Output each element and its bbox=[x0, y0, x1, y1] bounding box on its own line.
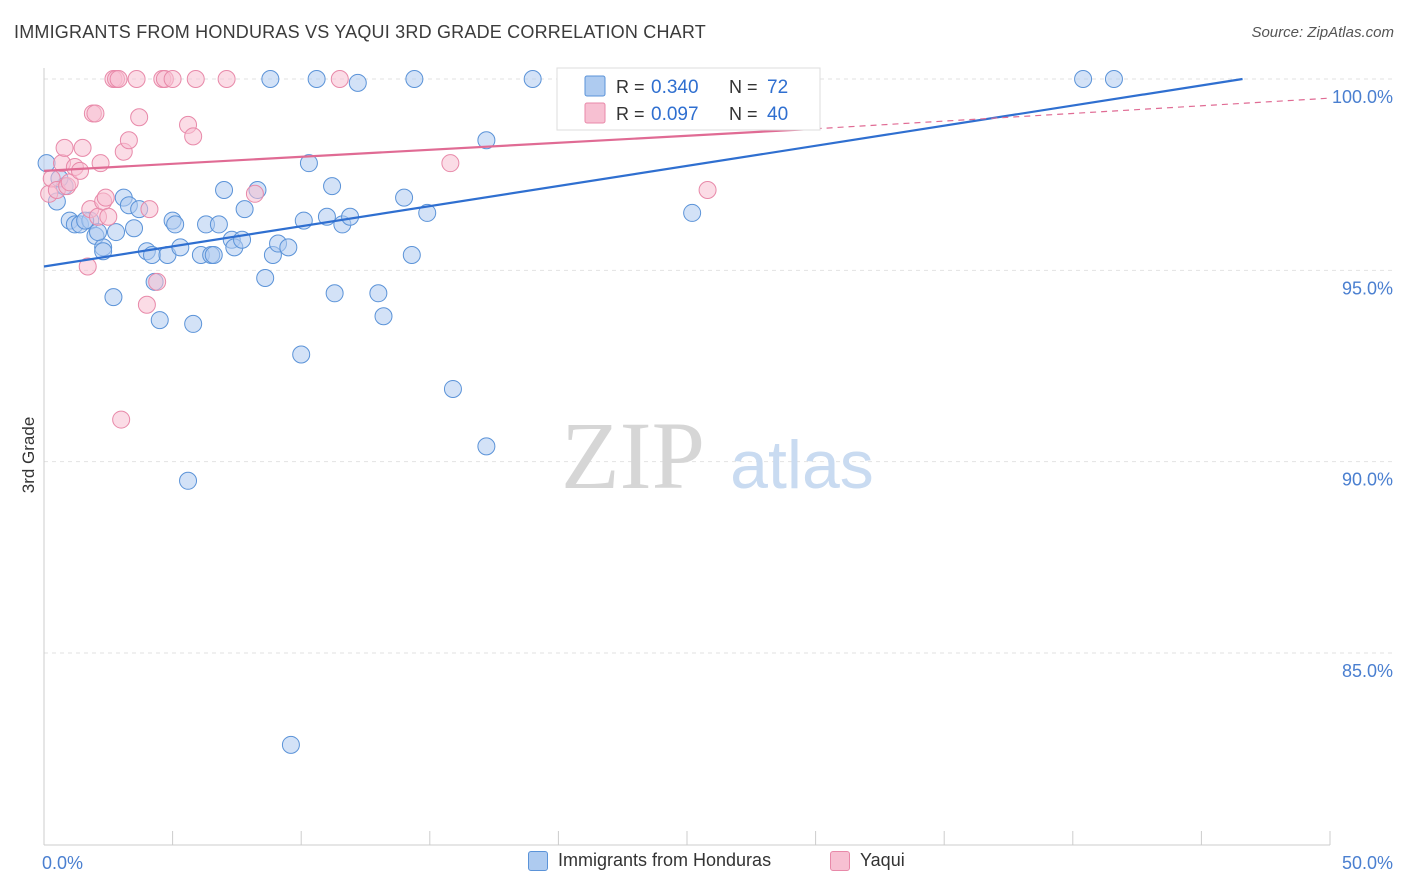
honduras-point bbox=[107, 223, 126, 242]
honduras-point bbox=[261, 70, 280, 88]
honduras-point bbox=[405, 70, 424, 88]
honduras-point bbox=[348, 73, 367, 92]
legend-swatch-yaqui bbox=[584, 102, 606, 124]
honduras-point bbox=[209, 215, 228, 234]
honduras-point bbox=[171, 238, 190, 257]
y-tick-label: 100.0% bbox=[1332, 87, 1393, 107]
yaqui-point bbox=[109, 70, 128, 88]
y-tick-label: 95.0% bbox=[1342, 278, 1393, 298]
honduras-point bbox=[150, 311, 169, 330]
yaqui-point bbox=[698, 180, 717, 199]
yaqui-point bbox=[130, 108, 149, 127]
honduras-point bbox=[104, 288, 123, 307]
honduras-point bbox=[204, 246, 223, 265]
yaqui-point bbox=[184, 127, 203, 146]
honduras-point bbox=[374, 307, 393, 326]
legend-label-yaqui: Yaqui bbox=[860, 850, 905, 870]
yaqui-point bbox=[86, 104, 105, 123]
yaqui-point bbox=[78, 257, 97, 276]
yaqui-trend-extension bbox=[815, 97, 1331, 130]
honduras-point bbox=[307, 70, 326, 88]
yaqui-point bbox=[140, 200, 159, 219]
legend-r-label-yaqui: R = bbox=[616, 104, 645, 124]
x-tick-label: 0.0% bbox=[42, 853, 83, 873]
y-tick-label: 90.0% bbox=[1342, 470, 1393, 490]
stats-legend: R = 0.340 N = 72 R = 0.097 N = 40 bbox=[556, 67, 821, 131]
honduras-point bbox=[179, 471, 198, 490]
legend-r-value-yaqui: 0.097 bbox=[651, 104, 699, 125]
honduras-point bbox=[418, 203, 437, 222]
yaqui-point bbox=[71, 161, 90, 180]
yaqui-point bbox=[330, 70, 349, 88]
legend-n-label-honduras: N = bbox=[729, 77, 758, 97]
yaqui-point bbox=[96, 188, 115, 207]
source-credit: Source: ZipAtlas.com bbox=[1251, 24, 1394, 41]
honduras-point bbox=[235, 200, 254, 219]
legend-label-honduras: Immigrants from Honduras bbox=[558, 850, 772, 870]
yaqui-point bbox=[163, 70, 182, 88]
yaqui-point bbox=[148, 272, 167, 291]
honduras-point bbox=[94, 242, 113, 261]
honduras-point bbox=[323, 177, 342, 196]
honduras-point bbox=[477, 437, 496, 456]
honduras-point bbox=[523, 70, 542, 88]
legend-swatch-honduras bbox=[584, 75, 606, 97]
honduras-point bbox=[395, 188, 414, 207]
honduras-point bbox=[292, 345, 311, 364]
series-legend: Immigrants from Honduras Yaqui bbox=[0, 850, 1406, 880]
x-tick-label: 50.0% bbox=[1342, 853, 1393, 873]
yaqui-point bbox=[137, 295, 156, 314]
honduras-point bbox=[443, 379, 462, 398]
yaqui-trend-line bbox=[43, 127, 816, 172]
legend-n-label-yaqui: N = bbox=[729, 104, 758, 124]
watermark-zip: ZIP bbox=[561, 402, 705, 509]
honduras-point bbox=[1104, 70, 1123, 88]
honduras-point bbox=[37, 154, 56, 173]
legend-item-honduras: Immigrants from Honduras bbox=[528, 850, 771, 871]
yaqui-point bbox=[55, 138, 74, 157]
grid-layer bbox=[44, 78, 1395, 654]
yaqui-point bbox=[112, 410, 131, 429]
y-axis-label: 3rd Grade bbox=[19, 417, 38, 494]
legend-r-value-honduras: 0.340 bbox=[651, 77, 699, 98]
honduras-point bbox=[299, 154, 318, 173]
yaqui-point bbox=[119, 131, 138, 150]
honduras-point bbox=[1074, 70, 1093, 88]
y-tick-label: 85.0% bbox=[1342, 661, 1393, 681]
watermark-atlas: atlas bbox=[730, 427, 874, 503]
honduras-point bbox=[281, 735, 300, 754]
legend-swatch-honduras-bottom bbox=[528, 850, 548, 871]
yaqui-point bbox=[186, 70, 205, 88]
honduras-point bbox=[215, 180, 234, 199]
chart-title: IMMIGRANTS FROM HONDURAS VS YAQUI 3RD GR… bbox=[14, 22, 706, 42]
honduras-trend-line bbox=[43, 77, 1243, 268]
yaqui-point bbox=[127, 70, 146, 88]
honduras-point bbox=[166, 215, 185, 234]
honduras-point bbox=[256, 268, 275, 287]
honduras-point bbox=[325, 284, 344, 303]
trend-layer bbox=[43, 77, 1331, 268]
honduras-point bbox=[477, 131, 496, 150]
honduras-point bbox=[125, 219, 144, 238]
axis-layer: 85.0% 90.0% 95.0% 100.0% 0.0% 50.0% bbox=[42, 68, 1393, 873]
watermark: ZIP atlas bbox=[561, 402, 874, 509]
legend-item-yaqui: Yaqui bbox=[830, 850, 905, 871]
yaqui-point bbox=[245, 184, 264, 203]
honduras-point bbox=[402, 246, 421, 265]
yaqui-point bbox=[441, 154, 460, 173]
honduras-point bbox=[184, 314, 203, 333]
yaqui-point bbox=[99, 207, 118, 226]
honduras-point bbox=[89, 223, 108, 242]
legend-r-label-honduras: R = bbox=[616, 77, 645, 97]
yaqui-point bbox=[217, 70, 236, 88]
honduras-point bbox=[369, 284, 388, 303]
honduras-point bbox=[683, 203, 702, 222]
legend-n-value-yaqui: 40 bbox=[767, 104, 788, 125]
legend-swatch-yaqui-bottom bbox=[830, 850, 850, 871]
legend-n-value-honduras: 72 bbox=[767, 77, 788, 98]
honduras-point bbox=[279, 238, 298, 257]
yaqui-point bbox=[73, 138, 92, 157]
